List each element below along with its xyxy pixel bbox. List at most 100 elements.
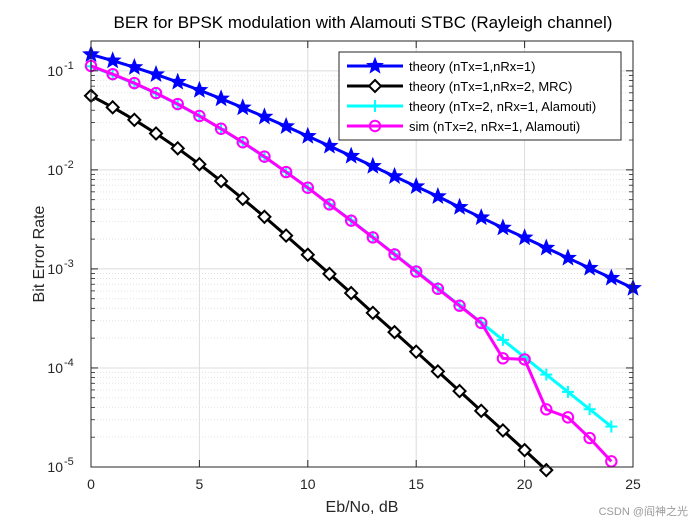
- data-point: [410, 265, 423, 278]
- x-tick-label: 20: [517, 476, 533, 492]
- data-point: [561, 385, 574, 398]
- data-point: [126, 112, 142, 128]
- x-tick-label: 10: [300, 476, 316, 492]
- data-point: [277, 116, 296, 134]
- data-point: [103, 51, 122, 69]
- data-point: [453, 299, 466, 312]
- data-point: [298, 126, 317, 144]
- legend-marker: [369, 100, 381, 112]
- data-point: [236, 136, 249, 149]
- legend-label: theory (nTx=1,nRx=1): [409, 59, 535, 74]
- data-point: [475, 316, 488, 330]
- data-point: [233, 98, 252, 116]
- data-point: [537, 238, 556, 256]
- data-point: [602, 268, 621, 286]
- legend-item: theory (nTx=1,nRx=2, MRC): [347, 78, 572, 94]
- data-point: [278, 228, 294, 243]
- legend-label: sim (nTx=2, nRx=1, Alamouti): [409, 119, 580, 134]
- data-point: [106, 67, 119, 81]
- data-point: [323, 198, 336, 211]
- data-point: [450, 197, 469, 215]
- series-3: [84, 59, 618, 468]
- y-tick-exponent: -4: [64, 357, 74, 369]
- data-point: [190, 80, 209, 98]
- data-point: [322, 266, 337, 282]
- data-point: [496, 352, 510, 365]
- series-line: [90, 94, 548, 472]
- data-point: [258, 150, 271, 163]
- data-point: [214, 122, 228, 135]
- data-point: [385, 166, 404, 184]
- data-point: [496, 333, 509, 346]
- data-point: [257, 209, 272, 225]
- data-point: [170, 140, 186, 156]
- data-point: [580, 258, 599, 276]
- y-tick-label: 10: [47, 360, 63, 376]
- data-point: [149, 86, 163, 100]
- data-point: [495, 423, 511, 438]
- data-point: [213, 173, 229, 189]
- legend-marker: [366, 56, 384, 74]
- x-tick-label: 0: [87, 476, 95, 492]
- data-point: [148, 126, 164, 141]
- data-point: [430, 363, 446, 379]
- data-point: [388, 248, 401, 261]
- data-point: [193, 109, 206, 123]
- data-point: [540, 368, 553, 381]
- legend: theory (nTx=1,nRx=1) theory (nTx=1,nRx=2,…: [338, 51, 622, 141]
- data-point: [147, 65, 165, 83]
- data-point: [583, 431, 596, 445]
- data-point: [517, 442, 533, 458]
- x-tick-label: 5: [196, 476, 204, 492]
- data-point: [493, 218, 512, 236]
- data-point: [583, 403, 596, 416]
- y-tick-label: 10: [47, 162, 63, 178]
- data-point: [515, 228, 534, 246]
- data-point: [387, 324, 402, 340]
- series-line: [90, 64, 613, 463]
- legend-marker: [368, 119, 382, 133]
- y-tick-exponent: -1: [64, 60, 74, 72]
- data-point: [561, 411, 575, 424]
- data-point: [540, 403, 553, 416]
- data-point: [212, 89, 231, 107]
- chart-title: BER for BPSK modulation with Alamouti ST…: [114, 13, 613, 32]
- data-point: [344, 214, 358, 227]
- data-point: [171, 97, 184, 111]
- data-point: [605, 420, 618, 433]
- data-point: [168, 72, 187, 90]
- data-point: [128, 76, 141, 90]
- plot-frame: [90, 40, 634, 468]
- data-point: [342, 146, 361, 164]
- x-axis-label: Eb/No, dB: [326, 499, 399, 516]
- data-point: [300, 247, 316, 263]
- legend-item: theory (nTx=2, nRx=1, Alamouti): [347, 99, 596, 114]
- legend-label: theory (nTx=1,nRx=2, MRC): [409, 79, 572, 94]
- data-point: [279, 165, 293, 179]
- data-point: [407, 177, 426, 195]
- x-tick-label: 25: [625, 476, 641, 492]
- data-point: [559, 248, 577, 266]
- data-point: [235, 191, 251, 207]
- data-point: [472, 208, 491, 226]
- data-point: [191, 156, 207, 172]
- y-tick-exponent: -5: [64, 456, 74, 468]
- data-point: [301, 181, 314, 194]
- data-point: [431, 282, 445, 295]
- data-point: [363, 156, 382, 174]
- data-point: [452, 383, 467, 399]
- y-tick-label: 10: [47, 459, 63, 475]
- data-point: [255, 107, 274, 125]
- data-point: [365, 305, 381, 321]
- data-point: [343, 285, 359, 301]
- data-point: [518, 353, 531, 366]
- data-point: [320, 136, 339, 154]
- y-tick-exponent: -3: [64, 258, 74, 270]
- series-1: [83, 88, 554, 478]
- data-point: [408, 344, 424, 360]
- data-point: [473, 403, 489, 419]
- series-0: [82, 45, 642, 296]
- legend-marker: [367, 78, 383, 94]
- data-point: [105, 99, 121, 115]
